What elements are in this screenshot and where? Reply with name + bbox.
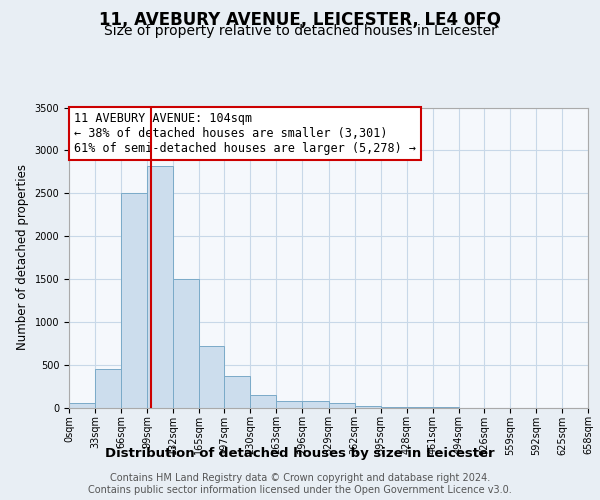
Text: Contains HM Land Registry data © Crown copyright and database right 2024.
Contai: Contains HM Land Registry data © Crown c… [88, 474, 512, 495]
Text: 11, AVEBURY AVENUE, LEICESTER, LE4 0FQ: 11, AVEBURY AVENUE, LEICESTER, LE4 0FQ [99, 11, 501, 29]
Bar [302, 400, 329, 407]
Text: 11 AVEBURY AVENUE: 104sqm
← 38% of detached houses are smaller (3,301)
61% of se: 11 AVEBURY AVENUE: 104sqm ← 38% of detac… [74, 112, 416, 155]
Bar [95, 369, 121, 408]
Text: Size of property relative to detached houses in Leicester: Size of property relative to detached ho… [104, 24, 496, 38]
Bar [199, 346, 224, 408]
Text: Distribution of detached houses by size in Leicester: Distribution of detached houses by size … [105, 448, 495, 460]
Bar [69, 403, 95, 407]
Y-axis label: Number of detached properties: Number of detached properties [16, 164, 29, 350]
Bar [224, 376, 250, 408]
Bar [329, 403, 355, 407]
Bar [380, 406, 407, 408]
Bar [173, 279, 199, 407]
Bar [277, 400, 302, 407]
Bar [250, 394, 277, 407]
Bar [355, 406, 380, 407]
Bar [147, 166, 173, 408]
Bar [121, 193, 147, 408]
